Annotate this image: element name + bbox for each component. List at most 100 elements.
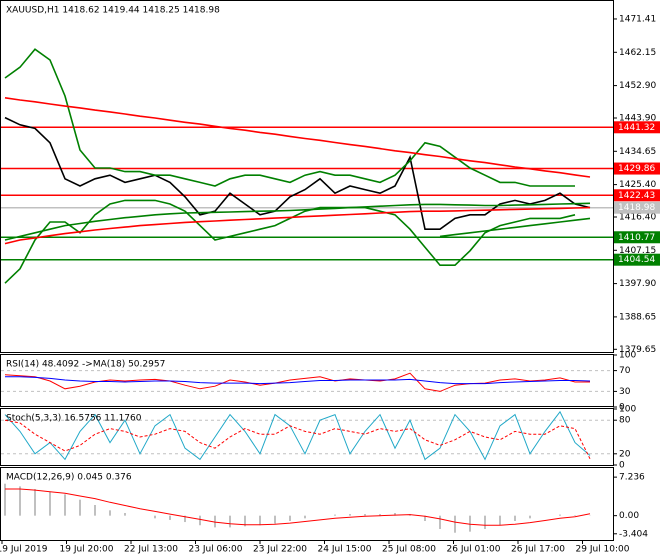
series-line	[439, 217, 591, 238]
histogram-bar	[559, 514, 561, 516]
histogram-bar	[214, 515, 216, 528]
histogram-bar	[244, 515, 246, 527]
panel-title: Stoch(5,3,3) 16.5756 11.1760	[6, 414, 142, 424]
histogram-bar	[454, 515, 456, 533]
level-tag	[614, 162, 660, 175]
histogram-bar	[79, 499, 81, 516]
y-tick-label: 7.236	[619, 473, 645, 483]
y-tick-label: 1434.65	[619, 147, 656, 157]
level-tag	[614, 201, 660, 214]
y-tick-label: 1462.15	[619, 48, 656, 58]
level-label: 1404.54	[618, 255, 655, 265]
histogram-bar	[379, 514, 381, 516]
histogram-bar	[574, 515, 576, 516]
histogram-bar	[349, 514, 351, 516]
histogram-bar	[109, 510, 111, 516]
y-tick-label: 1443.90	[619, 114, 656, 124]
x-tick-label: 19 Jul 2019	[0, 545, 48, 555]
histogram-bar	[154, 515, 156, 519]
level-tag	[614, 231, 660, 244]
series-line	[4, 419, 591, 460]
panel-title: XAUUSD,H1 1418.62 1419.44 1418.25 1418.9…	[6, 6, 220, 16]
histogram-bar	[484, 515, 486, 529]
level-label: 1418.98	[618, 203, 655, 213]
histogram-bar	[364, 514, 366, 516]
y-tick-label: 30	[619, 387, 631, 397]
histogram-bar	[169, 515, 171, 520]
y-tick-label: 1471.41	[619, 14, 656, 24]
level-label: 1410.77	[618, 233, 655, 243]
series-line	[4, 48, 575, 187]
histogram-bar	[274, 515, 276, 524]
rsi-frame	[0, 354, 614, 407]
level-label: 1429.86	[618, 164, 655, 174]
x-tick-label: 26 Jul 17:00	[511, 545, 565, 555]
y-tick-label: -3.404	[619, 529, 648, 539]
level-tag	[614, 189, 660, 202]
histogram-bar	[394, 513, 396, 516]
series-line	[4, 410, 591, 461]
series-line	[5, 376, 591, 385]
macd-frame	[0, 467, 614, 541]
panel-title: RSI(14) 48.4092 ->MA(18) 50.2957	[6, 360, 165, 370]
histogram-bar	[334, 514, 336, 516]
histogram-bar	[424, 515, 426, 521]
histogram-bar	[289, 515, 291, 521]
y-tick-label: 1452.90	[619, 81, 656, 91]
x-tick-label: 23 Jul 22:00	[253, 545, 307, 555]
y-tick-label: 1379.65	[619, 345, 656, 355]
y-tick-label: 1397.90	[619, 279, 656, 289]
x-tick-label: 26 Jul 01:00	[447, 545, 501, 555]
y-tick-label: 70	[619, 366, 631, 376]
level-tag	[614, 253, 660, 266]
histogram-bar	[229, 515, 231, 528]
histogram-bar	[514, 515, 516, 521]
histogram-bar	[124, 513, 126, 516]
y-tick-label: 0.00	[619, 511, 639, 521]
x-tick-label: 29 Jul 10:00	[576, 545, 630, 555]
series-line	[4, 199, 576, 284]
series-line	[5, 488, 591, 526]
y-tick-label: 80	[619, 416, 631, 426]
histogram-bar	[199, 515, 201, 526]
histogram-bar	[469, 515, 471, 532]
histogram-bar	[439, 515, 441, 529]
histogram-bar	[64, 494, 66, 516]
y-tick-label: 100	[619, 351, 636, 361]
panel-title: MACD(12,26,9) 0.045 0.376	[6, 473, 132, 483]
histogram-bar	[49, 491, 51, 516]
y-tick-label: 0	[619, 461, 625, 471]
series-line	[4, 206, 591, 245]
level-tag	[614, 121, 660, 134]
histogram-bar	[94, 505, 96, 516]
x-tick-label: 23 Jul 06:00	[189, 545, 243, 555]
level-label: 1422.43	[618, 191, 655, 201]
y-tick-label: 1425.40	[619, 180, 656, 190]
level-label: 1441.32	[618, 123, 655, 133]
y-tick-label: 1388.65	[619, 312, 656, 322]
histogram-bar	[184, 515, 186, 523]
stoch-frame	[0, 408, 614, 466]
histogram-bar	[259, 515, 261, 526]
y-tick-label: 0	[619, 403, 625, 413]
histogram-bar	[529, 515, 531, 519]
y-tick-label: 1407.15	[619, 246, 656, 256]
histogram-bar	[499, 515, 501, 526]
x-tick-label: 19 Jul 20:00	[60, 545, 114, 555]
y-tick-label: 20	[619, 449, 631, 459]
main-frame	[0, 0, 614, 353]
x-tick-label: 22 Jul 13:00	[124, 545, 178, 555]
histogram-bar	[304, 515, 306, 519]
y-tick-label: 1416.40	[619, 213, 656, 223]
x-tick-label: 24 Jul 15:00	[318, 545, 372, 555]
series-line	[4, 202, 591, 241]
y-tick-label: 100	[619, 405, 636, 415]
histogram-bar	[4, 483, 6, 516]
series-line	[4, 97, 591, 178]
x-tick-label: 25 Jul 08:00	[382, 545, 436, 555]
histogram-bar	[34, 489, 36, 516]
histogram-bar	[19, 486, 21, 516]
